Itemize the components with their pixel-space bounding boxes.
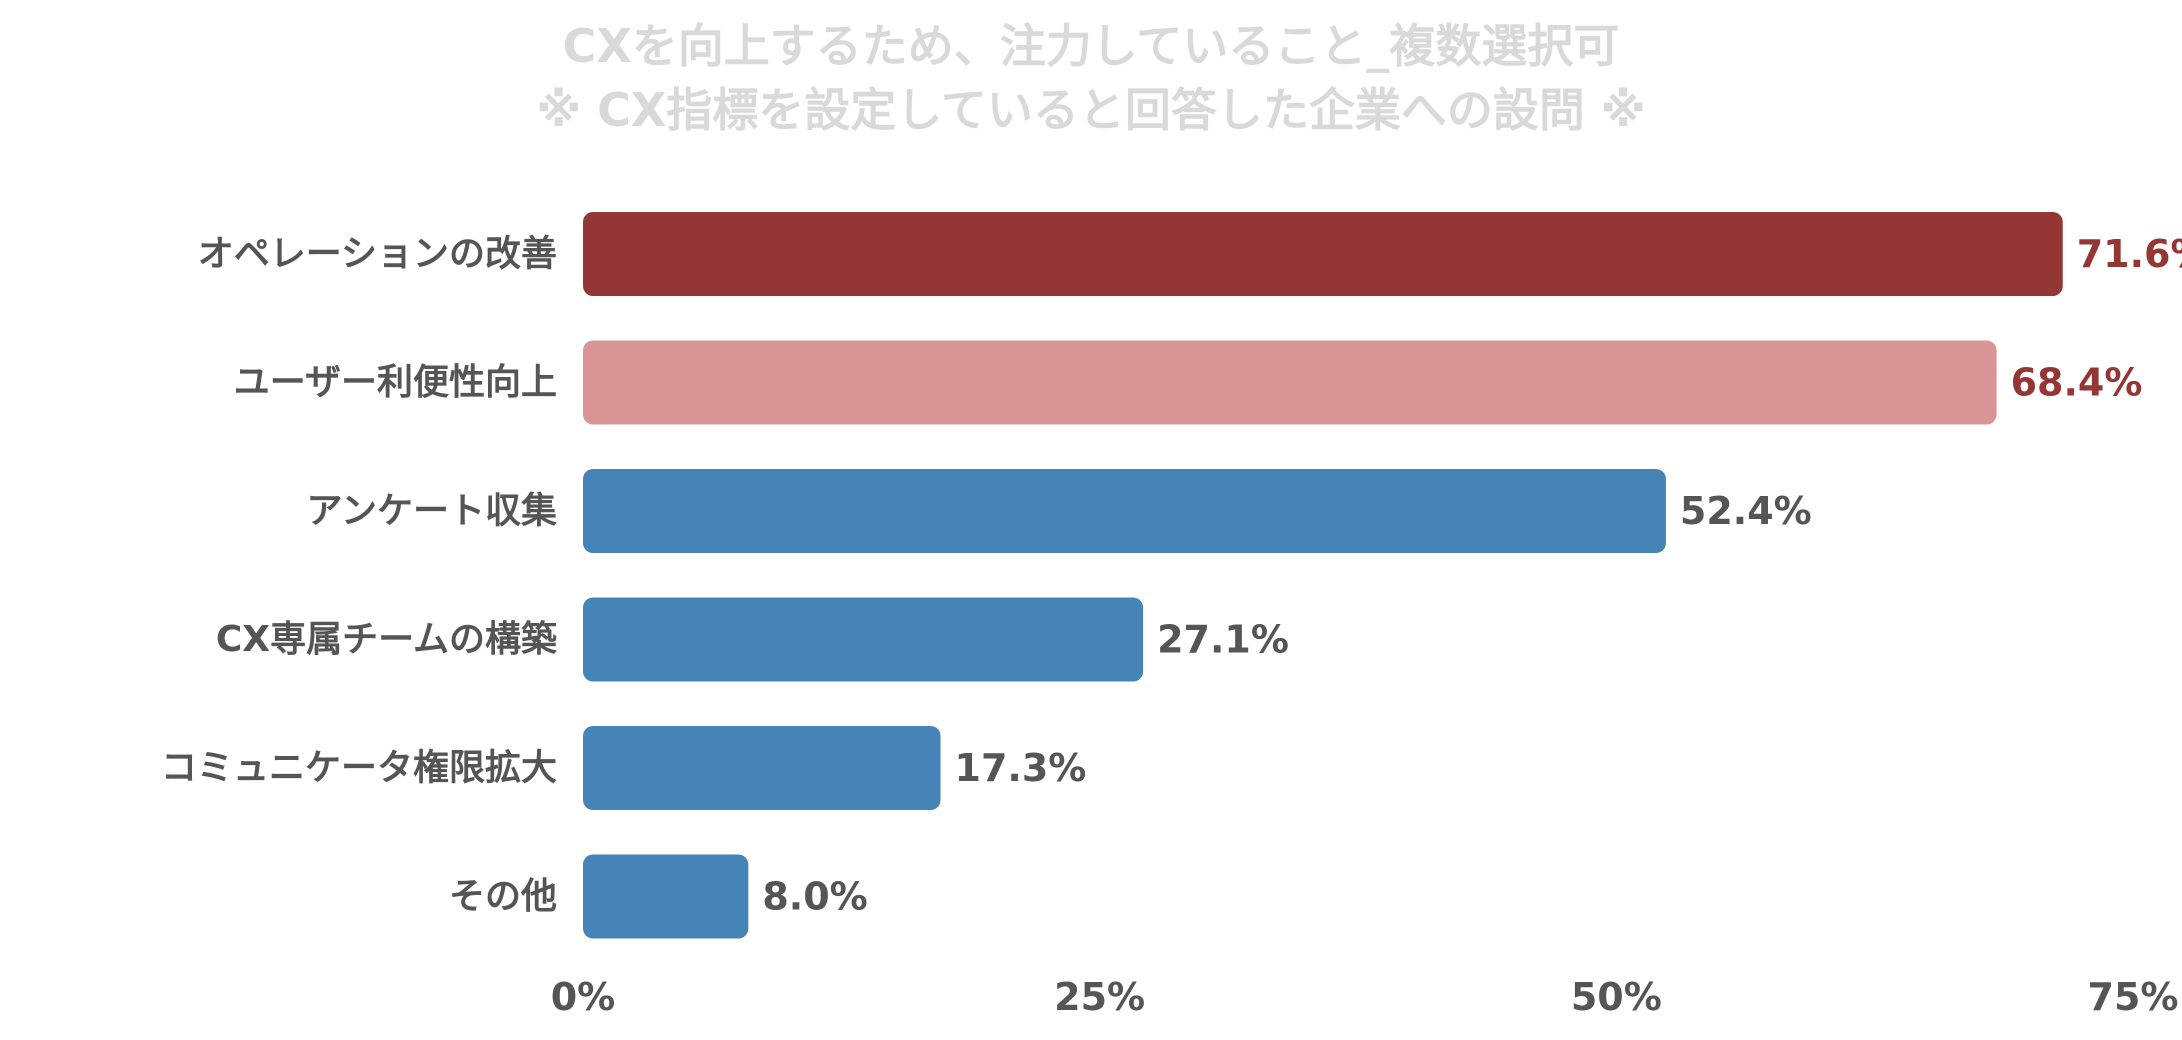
value-label-2: 68.4%: [2011, 361, 2143, 405]
chart-subtitle: ※ CX指標を設定していると回答した企業への設問 ※: [536, 83, 1646, 137]
category-label-6: その他: [449, 876, 557, 917]
bar-6: [583, 854, 749, 939]
category-label-5: コミュニケータ権限拡大: [161, 748, 557, 789]
value-label-6: 8.0%: [762, 875, 867, 919]
x-tick-label-2: 25%: [1054, 975, 1145, 1019]
bar-1: [583, 212, 2063, 296]
bar-5: [583, 726, 941, 810]
bars-layer: [583, 212, 2063, 939]
bar-4: [583, 597, 1144, 682]
category-label-4: CX専属チームの構築: [216, 619, 558, 660]
category-label-3: アンケート収集: [306, 491, 557, 532]
chart-title: CXを向上するため、注力していること_複数選択可: [562, 19, 1620, 73]
value-label-3: 52.4%: [1680, 489, 1812, 533]
category-label-2: ユーザー利便性向上: [234, 362, 557, 403]
x-tick-label-1: 0%: [551, 975, 616, 1019]
value-label-4: 27.1%: [1157, 618, 1289, 662]
x-tick-label-3: 50%: [1571, 975, 1662, 1019]
bar-2: [583, 340, 1997, 425]
value-label-1: 71.6%: [2077, 232, 2182, 276]
value-label-5: 17.3%: [955, 746, 1087, 790]
x-axis-ticks-layer: 0% 25% 50% 75%: [551, 975, 2179, 1019]
category-label-1: オペレーションの改善: [198, 234, 557, 275]
chart-title-block: CXを向上するため、注力していること_複数選択可 ※ CX指標を設定していると回…: [0, 14, 2182, 142]
bar-3: [583, 469, 1666, 553]
x-tick-label-4: 75%: [2088, 975, 2179, 1019]
value-labels-layer: 71.6% 68.4% 52.4% 27.1% 17.3% 8.0%: [762, 232, 2182, 919]
